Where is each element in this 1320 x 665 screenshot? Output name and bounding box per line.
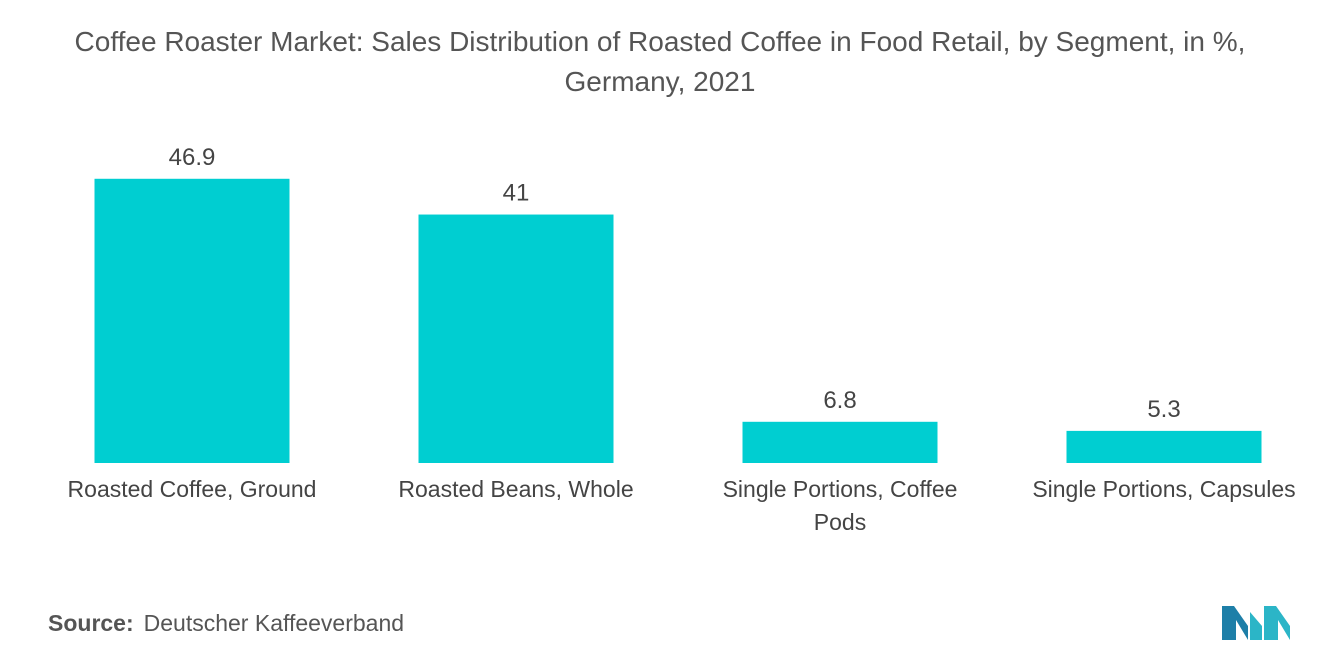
- bar-4: [1066, 430, 1262, 463]
- value-label-3: 6.8: [823, 387, 856, 414]
- category-label-2: Roasted Beans, Whole: [398, 476, 633, 502]
- value-label-4: 5.3: [1147, 396, 1180, 423]
- category-label-1: Roasted Coffee, Ground: [68, 476, 317, 502]
- bar-1: [94, 178, 290, 463]
- bar-3: [742, 421, 938, 463]
- value-label-2: 41: [503, 180, 530, 207]
- chart-title: Coffee Roaster Market: Sales Distributio…: [74, 26, 1246, 97]
- category-label-3: Single Portions, Coffee Pods: [723, 476, 958, 535]
- mordor-intelligence-logo-icon: [1222, 606, 1290, 640]
- source-label: Source:: [48, 610, 134, 636]
- value-label-1: 46.9: [169, 144, 216, 171]
- source-note: Source: Deutscher Kaffeeverband: [48, 610, 404, 637]
- category-label-4: Single Portions, Capsules: [1032, 476, 1295, 502]
- source-text: Deutscher Kaffeeverband: [143, 610, 405, 636]
- bar-2: [418, 214, 614, 463]
